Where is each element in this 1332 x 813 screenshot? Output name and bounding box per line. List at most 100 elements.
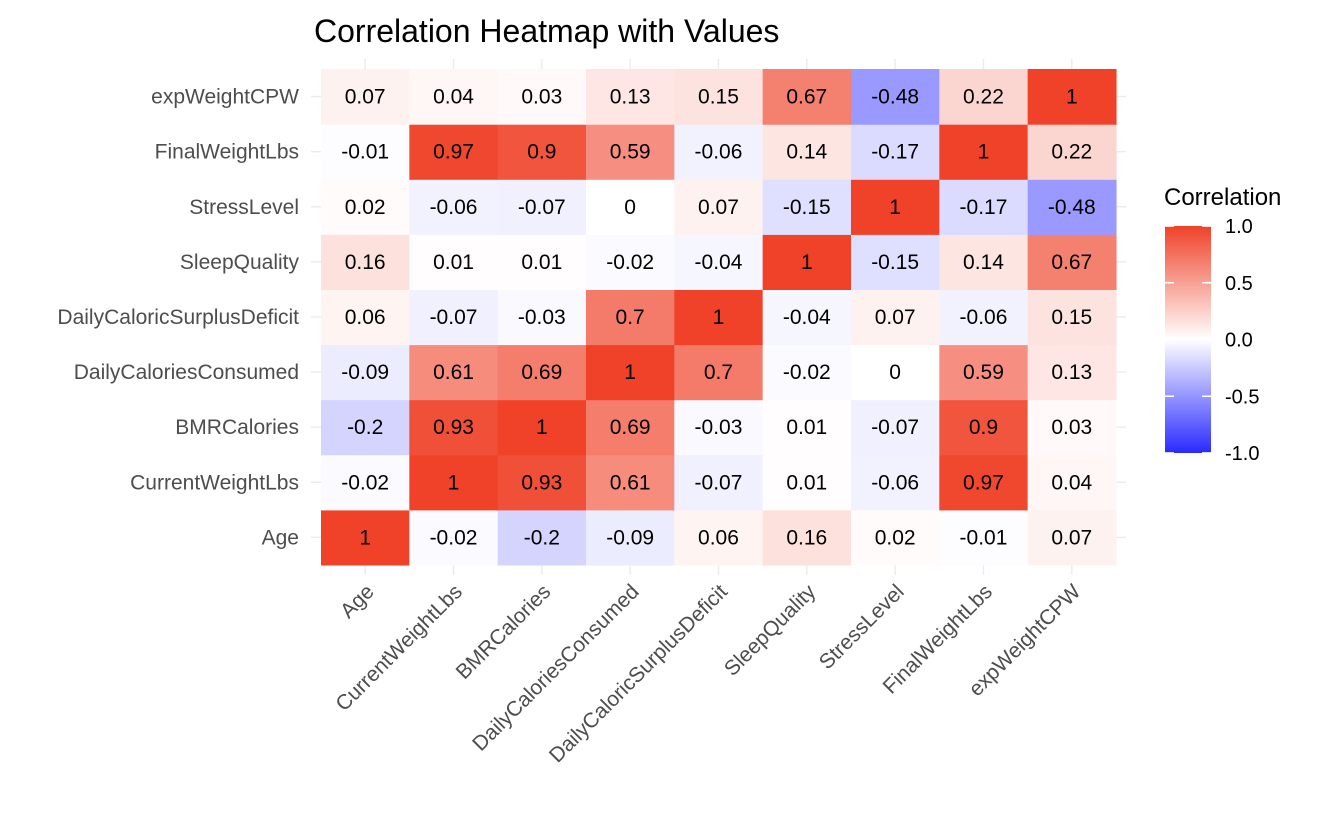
- heatmap-cell: [1027, 179, 1117, 235]
- heatmap-cell: [409, 509, 499, 566]
- color-legend: Correlation 1.0 0.5 0.0 -0.5 -1.0: [1164, 184, 1281, 465]
- y-tick-label-daily-calories-consumed: DailyCaloriesConsumed: [74, 361, 299, 384]
- heatmap-cell: [674, 69, 764, 125]
- heatmap-cell: [850, 179, 940, 235]
- heatmap-cell: [762, 234, 852, 290]
- heatmap-cell: [850, 69, 940, 125]
- cell-value-label: -0.07: [871, 416, 919, 439]
- heatmap-cells: [321, 69, 1117, 566]
- cell-value-label: 0.01: [433, 251, 474, 274]
- cell-value-label: 1: [801, 251, 813, 274]
- heatmap-cell: [939, 69, 1029, 125]
- heatmap-cell: [497, 234, 587, 290]
- y-tick-label-daily-caloric-surplus-deficit: DailyCaloricSurplusDeficit: [57, 306, 299, 329]
- heatmap-cell: [409, 399, 499, 456]
- cell-value-label: 0.93: [433, 416, 474, 439]
- legend-tick-label: 0.5: [1225, 273, 1253, 295]
- cell-value-label: 0.7: [704, 361, 733, 384]
- heatmap-cell: [585, 344, 675, 401]
- heatmap-cell: [762, 289, 852, 346]
- heatmap-cell: [674, 399, 764, 456]
- cell-value-label: -0.09: [606, 526, 654, 549]
- heatmap-cell: [762, 124, 852, 180]
- cell-value-label: -0.06: [871, 471, 919, 494]
- cell-value-label: 0.9: [969, 416, 998, 439]
- heatmap-cell: [409, 454, 499, 511]
- cell-value-label: 0.59: [610, 141, 651, 164]
- cell-value-label: 1: [448, 471, 460, 494]
- heatmap-cell: [850, 509, 940, 566]
- heatmap-cell: [674, 179, 764, 235]
- heatmap-cell: [585, 69, 675, 125]
- cell-value-label: 0.07: [698, 196, 739, 219]
- heatmap-cell: [409, 179, 499, 235]
- cell-value-label: 0.07: [345, 86, 386, 109]
- heatmap-cell: [497, 69, 587, 125]
- cell-value-label: 0.59: [963, 361, 1004, 384]
- x-axis-tick-labels: AgeCurrentWeightLbsBMRCaloriesDailyCalor…: [331, 580, 1085, 767]
- heatmap-cell: [1027, 399, 1117, 456]
- heatmap-cell: [409, 344, 499, 401]
- heatmap-cell: [674, 289, 764, 346]
- cell-value-label: -0.2: [347, 416, 383, 439]
- cell-value-label: -0.02: [783, 361, 831, 384]
- legend-title: Correlation: [1164, 184, 1281, 211]
- legend-ticks: 1.0 0.5 0.0 -0.5 -1.0: [1165, 216, 1259, 465]
- heatmap-cell: [321, 234, 410, 290]
- heatmap-cell: [497, 509, 587, 566]
- cell-value-label: 0.67: [1051, 251, 1092, 274]
- heatmap-cell: [1027, 69, 1117, 125]
- y-tick-label-final-weight-lbs: FinalWeightLbs: [155, 141, 299, 164]
- x-tick-label-daily-calories-consumed: DailyCaloriesConsumed: [468, 580, 644, 756]
- cell-value-label: -0.06: [695, 141, 743, 164]
- cell-value-label: 0.69: [521, 361, 562, 384]
- heatmap-cell: [939, 454, 1029, 511]
- cell-value-label: 0.04: [1051, 471, 1092, 494]
- cell-value-label: -0.03: [695, 416, 743, 439]
- cell-value-label: 0: [624, 196, 636, 219]
- cell-value-label: 0.02: [345, 196, 386, 219]
- heatmap-cell: [409, 289, 499, 346]
- cell-value-label: -0.07: [430, 306, 478, 329]
- cell-value-label: 0.9: [527, 141, 556, 164]
- heatmap-cell: [497, 454, 587, 511]
- legend-tick-label: 1.0: [1225, 216, 1253, 238]
- x-tick-label-stress-level: StressLevel: [815, 580, 909, 674]
- heatmap-cell: [497, 399, 587, 456]
- heatmap-cell: [1027, 509, 1117, 566]
- cell-value-label: 0.04: [433, 86, 474, 109]
- heatmap-cell: [585, 399, 675, 456]
- heatmap-cell: [850, 399, 940, 456]
- y-tick-label-stress-level: StressLevel: [189, 196, 299, 219]
- cell-value-label: 0.93: [521, 471, 562, 494]
- cell-value-label: -0.15: [871, 251, 919, 274]
- heatmap-cell: [674, 344, 764, 401]
- chart-title: Correlation Heatmap with Values: [314, 13, 779, 49]
- heatmap-cell: [321, 289, 410, 346]
- cell-value-label: 0.61: [610, 471, 651, 494]
- y-tick-label-sleep-quality: SleepQuality: [180, 251, 300, 274]
- heatmap-cell: [674, 124, 764, 180]
- heatmap-cell: [497, 289, 587, 346]
- heatmap-cell: [762, 399, 852, 456]
- heatmap-cell: [939, 234, 1029, 290]
- heatmap-cell: [939, 289, 1029, 346]
- cell-value-label: 0.07: [1051, 526, 1092, 549]
- cell-value-label: 1: [889, 196, 901, 219]
- heatmap-cell: [321, 179, 410, 235]
- cell-value-label: 0.22: [963, 86, 1004, 109]
- cell-value-label: 0.06: [698, 526, 739, 549]
- heatmap-cell: [939, 344, 1029, 401]
- cell-value-label: -0.02: [430, 526, 478, 549]
- heatmap-cell: [939, 509, 1029, 566]
- heatmap-cell: [409, 124, 499, 180]
- cell-value-label: -0.07: [695, 471, 743, 494]
- cell-value-label: 0.22: [1051, 141, 1092, 164]
- cell-value-label: 1: [359, 526, 371, 549]
- heatmap-cell: [762, 69, 852, 125]
- cell-value-label: 0.14: [963, 251, 1004, 274]
- cell-value-label: -0.01: [960, 526, 1008, 549]
- cell-value-label: -0.15: [783, 196, 831, 219]
- cell-value-label: 0.03: [521, 86, 562, 109]
